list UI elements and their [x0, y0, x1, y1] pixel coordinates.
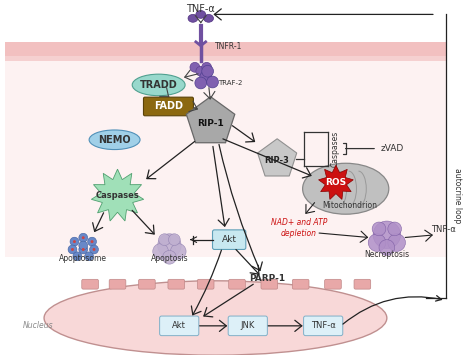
FancyBboxPatch shape: [354, 279, 371, 289]
FancyBboxPatch shape: [325, 279, 341, 289]
Text: Caspases: Caspases: [331, 131, 340, 167]
FancyBboxPatch shape: [261, 279, 278, 289]
FancyBboxPatch shape: [212, 230, 246, 250]
Text: RIP-1: RIP-1: [197, 118, 224, 127]
Circle shape: [88, 237, 97, 246]
Circle shape: [190, 62, 200, 72]
Circle shape: [158, 234, 181, 257]
FancyBboxPatch shape: [82, 279, 99, 289]
Text: Nucleus: Nucleus: [23, 321, 53, 330]
Text: PARP-1: PARP-1: [249, 274, 285, 283]
Circle shape: [388, 222, 401, 236]
Polygon shape: [319, 165, 353, 199]
Circle shape: [373, 221, 401, 248]
Circle shape: [68, 245, 77, 254]
Circle shape: [200, 71, 211, 83]
Circle shape: [388, 234, 405, 251]
Bar: [5, 42, 446, 55]
Circle shape: [153, 243, 168, 259]
Bar: [5, 55, 446, 62]
Text: TNF-α: TNF-α: [431, 225, 456, 234]
Polygon shape: [257, 139, 297, 176]
Polygon shape: [186, 97, 235, 143]
Circle shape: [85, 252, 93, 261]
Text: TRAF-2: TRAF-2: [219, 80, 243, 86]
Circle shape: [79, 245, 88, 254]
Circle shape: [171, 243, 186, 259]
Circle shape: [71, 248, 74, 251]
Text: Akt: Akt: [222, 235, 237, 244]
FancyBboxPatch shape: [109, 279, 126, 289]
Circle shape: [73, 252, 82, 261]
Circle shape: [70, 237, 79, 246]
Ellipse shape: [204, 14, 213, 22]
Polygon shape: [91, 169, 144, 221]
Circle shape: [379, 240, 395, 255]
FancyBboxPatch shape: [168, 279, 184, 289]
Text: TNF-α: TNF-α: [186, 4, 215, 14]
Text: RIP-3: RIP-3: [264, 156, 290, 165]
Circle shape: [82, 236, 85, 239]
Text: ROS: ROS: [325, 178, 346, 187]
Text: autocrine loop: autocrine loop: [453, 168, 462, 223]
Circle shape: [159, 234, 171, 246]
Ellipse shape: [89, 130, 140, 150]
Text: Akt: Akt: [172, 321, 186, 330]
Circle shape: [82, 248, 85, 251]
Text: TNF-α: TNF-α: [311, 321, 336, 330]
Circle shape: [168, 234, 180, 246]
Text: Caspases: Caspases: [96, 191, 139, 200]
Ellipse shape: [188, 14, 198, 22]
Text: TNFR-1: TNFR-1: [214, 42, 242, 51]
FancyBboxPatch shape: [228, 316, 267, 336]
Circle shape: [368, 234, 386, 251]
FancyBboxPatch shape: [160, 316, 199, 336]
Circle shape: [196, 66, 206, 76]
Circle shape: [163, 251, 176, 264]
Circle shape: [202, 66, 213, 77]
Bar: [5, 5, 446, 42]
Text: zVAD: zVAD: [381, 144, 404, 153]
Circle shape: [372, 222, 386, 236]
Bar: [5, 62, 446, 257]
Circle shape: [207, 76, 219, 88]
Ellipse shape: [44, 281, 387, 355]
Circle shape: [73, 240, 76, 243]
FancyBboxPatch shape: [138, 279, 155, 289]
Text: Mitochondrion: Mitochondrion: [322, 201, 377, 210]
Text: TRADD: TRADD: [140, 80, 178, 90]
Ellipse shape: [132, 74, 185, 96]
Text: Apoptosome: Apoptosome: [59, 254, 107, 263]
FancyBboxPatch shape: [303, 316, 343, 336]
Text: FADD: FADD: [154, 101, 183, 111]
Ellipse shape: [196, 10, 206, 18]
FancyBboxPatch shape: [144, 97, 193, 116]
Circle shape: [92, 248, 95, 251]
Ellipse shape: [302, 163, 389, 214]
Circle shape: [202, 62, 211, 72]
Circle shape: [79, 241, 88, 250]
Text: NEMO: NEMO: [98, 135, 131, 145]
Circle shape: [91, 240, 93, 243]
Circle shape: [79, 233, 88, 242]
Circle shape: [195, 77, 207, 89]
Text: Necroptosis: Necroptosis: [365, 250, 410, 259]
FancyBboxPatch shape: [197, 279, 214, 289]
Text: JNK: JNK: [241, 321, 255, 330]
Text: NAD+ and ATP
depletion: NAD+ and ATP depletion: [271, 218, 327, 238]
Circle shape: [90, 245, 99, 254]
FancyBboxPatch shape: [292, 279, 309, 289]
FancyBboxPatch shape: [228, 279, 246, 289]
Text: Apoptosis: Apoptosis: [151, 254, 188, 263]
